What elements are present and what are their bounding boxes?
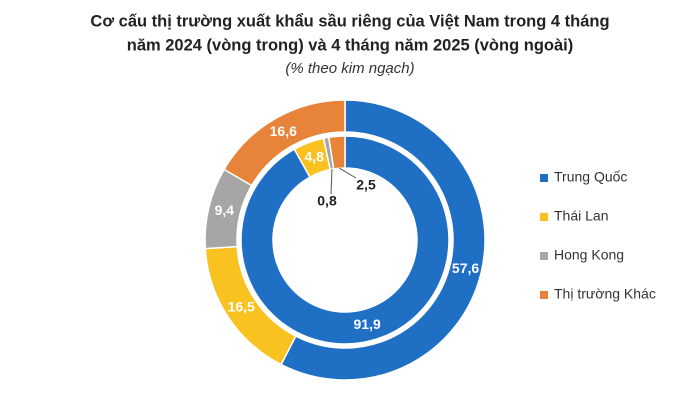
legend-label: Thị trường Khác: [554, 286, 656, 302]
legend-label: Trung Quốc: [554, 169, 627, 185]
leader-line: [330, 169, 333, 195]
data-label: 16,5: [228, 299, 255, 315]
data-label: 91,9: [354, 316, 381, 332]
legend-marker: [540, 213, 548, 221]
chart-title: năm 2024 (vòng trong) và 4 tháng năm 202…: [127, 36, 574, 54]
legend-label: Hong Kong: [554, 247, 624, 263]
legend-marker: [540, 174, 548, 182]
donut-slice: [327, 135, 346, 170]
data-label: 0,8: [317, 193, 337, 209]
data-label: 4,8: [304, 148, 324, 164]
data-label: 2,5: [356, 177, 376, 193]
donut-slice: [223, 99, 346, 187]
chart-subtitle: (% theo kim ngạch): [285, 60, 414, 77]
donut-slice: [280, 99, 486, 381]
chart-title: Cơ cấu thị trường xuất khẩu sầu riêng củ…: [90, 12, 609, 30]
donut-slice: [240, 135, 450, 345]
data-label: 57,6: [452, 260, 479, 276]
legend-marker: [540, 291, 548, 299]
data-label: 16,6: [270, 123, 297, 139]
legend-label: Thái Lan: [554, 208, 608, 224]
data-label: 9,4: [215, 202, 235, 218]
leader-line: [339, 167, 357, 179]
legend-marker: [540, 252, 548, 260]
